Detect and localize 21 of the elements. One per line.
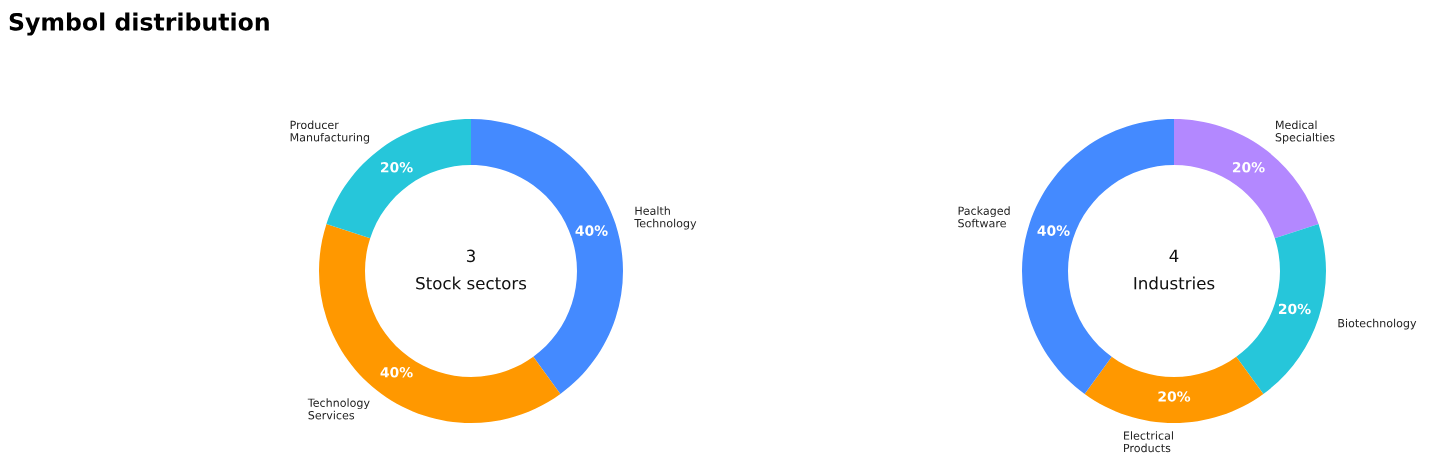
chart-title: Symbol distribution — [9, 12, 269, 36]
text: Industries — [1134, 276, 1215, 290]
data-label: 20% — [1158, 391, 1191, 402]
text: 3 — [466, 249, 475, 263]
slice-label: Electrical Products — [1124, 431, 1173, 453]
donut-slice — [1236, 224, 1326, 394]
slice-label: Producer Manufacturing — [290, 120, 370, 144]
slice-label: Technology Services — [307, 398, 370, 420]
slice-label: Health Technology — [634, 206, 697, 230]
data-label: 40% — [1037, 225, 1070, 236]
data-label: 20% — [1278, 303, 1311, 315]
data-label: 40% — [380, 367, 413, 378]
data-label: 40% — [575, 225, 608, 236]
slice-label: Medical Specialties — [1275, 120, 1335, 144]
data-label: 20% — [381, 162, 413, 173]
text: Stock sectors — [416, 276, 527, 290]
slice-label: Biotechnology — [1338, 318, 1417, 330]
data-label: 20% — [1232, 162, 1265, 173]
slice-label: Packaged Software — [958, 206, 1010, 228]
donut-slice — [1084, 356, 1264, 423]
text: 4 — [1169, 249, 1179, 262]
